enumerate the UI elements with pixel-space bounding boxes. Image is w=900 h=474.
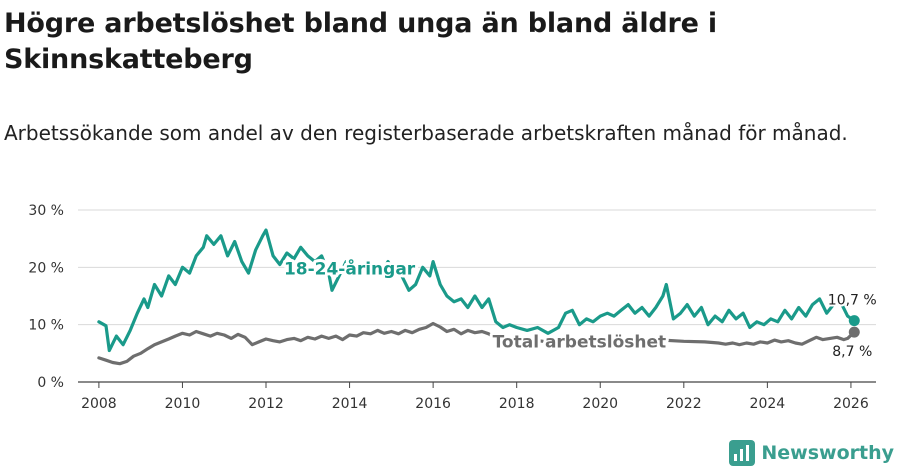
brand-logo: Newsworthy [729,438,894,468]
x-tick-label: 2026 [833,396,869,412]
x-tick-label: 2020 [582,396,618,412]
x-tick-label: 2008 [81,396,117,412]
x-tick-label: 2010 [165,396,201,412]
gridlines [78,209,876,383]
end-label-total: 8,7 % [832,344,872,360]
x-tick-label: 2024 [750,396,786,412]
series-label-youth: 18-24-åringar [284,257,416,279]
chart-title: Högre arbetslöshet bland unga än bland ä… [4,8,717,75]
y-tick-label: 0 % [37,375,64,391]
chart-subtitle: Arbetssökande som andel av den registerb… [4,121,848,145]
x-tick-label: 2022 [666,396,702,412]
x-tick-label: 2012 [248,396,284,412]
axes: 0 % 10 % 20 % 30 % 2008 2010 2012 2014 2016 2018 2… [28,203,868,412]
series-label-youth-halo: 18-24-åringar [284,257,416,279]
series-line-total [97,321,856,366]
end-point-total [848,326,860,338]
x-tick-label: 2018 [499,396,535,412]
end-point-youth [848,315,860,327]
series-lines [97,228,860,366]
x-tick-label: 2014 [332,396,368,412]
x-tick-label: 2016 [415,396,451,412]
series-label-total: Total arbetslöshet [493,333,667,353]
y-tick-label: 20 % [28,260,64,276]
brand-name: Newsworthy [761,442,894,464]
newsworthy-logo-icon [729,440,756,466]
series-label-total-halo: Total arbetslöshet [493,333,667,353]
end-label-youth-halo: 10,7 % [828,293,877,309]
series-line-youth [97,228,856,353]
line-chart: 0 % 10 % 20 % 30 % 2008 2010 2012 2014 2016 2018 2… [28,203,879,412]
y-tick-label: 10 % [28,318,64,334]
end-label-total-halo: 8,7 % [832,344,872,360]
y-tick-label: 30 % [28,203,64,219]
end-label-youth: 10,7 % [828,293,877,309]
